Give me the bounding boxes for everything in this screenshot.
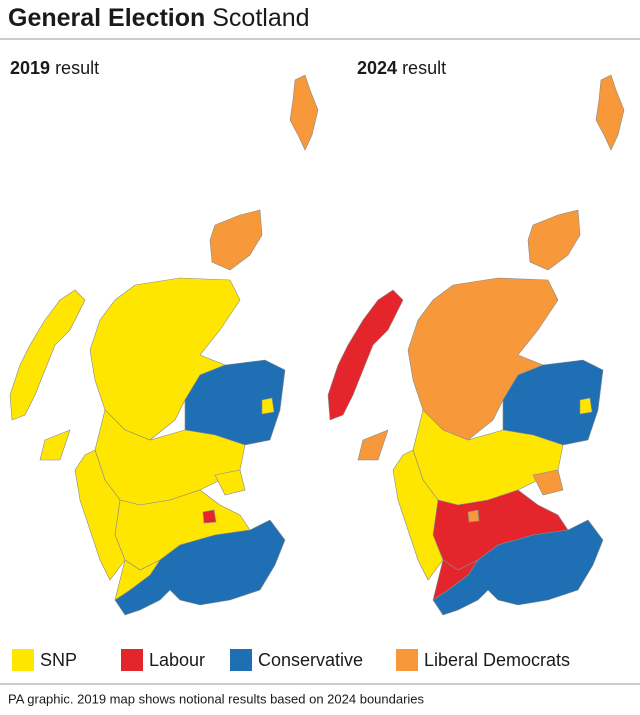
south-west	[432, 559, 479, 601]
map-label-text: result	[402, 58, 446, 78]
skye	[357, 429, 389, 461]
western-isles	[327, 289, 404, 421]
highlands	[89, 277, 241, 441]
western-isles	[9, 289, 86, 421]
edinburgh-south	[202, 509, 217, 524]
legend-swatch	[12, 649, 34, 671]
title: General Election Scotland	[8, 4, 310, 32]
map-year: 2019	[10, 58, 50, 78]
map-label: 2019 result	[10, 58, 99, 78]
south-west	[114, 559, 161, 601]
title-regular: Scotland	[212, 4, 309, 32]
highlands	[407, 277, 559, 441]
legend-swatch	[230, 649, 252, 671]
map-2024	[327, 74, 625, 616]
orkney	[527, 209, 581, 271]
legend-label: Labour	[149, 650, 205, 670]
legend-label: SNP	[40, 650, 77, 670]
map-year: 2024	[357, 58, 397, 78]
fife	[214, 469, 246, 496]
argyll	[392, 449, 444, 581]
map-label-text: result	[55, 58, 99, 78]
legend-label: Liberal Democrats	[424, 650, 570, 670]
title-bold: General Election	[8, 4, 205, 32]
legend: SNP Labour Conservative Liberal Democrat…	[12, 649, 570, 671]
fife	[532, 469, 564, 496]
aberdeen	[261, 397, 275, 415]
legend-swatch	[121, 649, 143, 671]
footnote: PA graphic. 2019 map shows notional resu…	[8, 691, 425, 706]
orkney	[209, 209, 263, 271]
skye	[39, 429, 71, 461]
argyll	[74, 449, 126, 581]
map-label: 2024 result	[357, 58, 446, 78]
aberdeen	[579, 397, 593, 415]
legend-label: Conservative	[258, 650, 363, 670]
map-2019	[9, 74, 319, 616]
shetland	[289, 74, 319, 151]
shetland	[595, 74, 625, 151]
legend-swatch	[396, 649, 418, 671]
edinburgh-west	[467, 509, 480, 523]
